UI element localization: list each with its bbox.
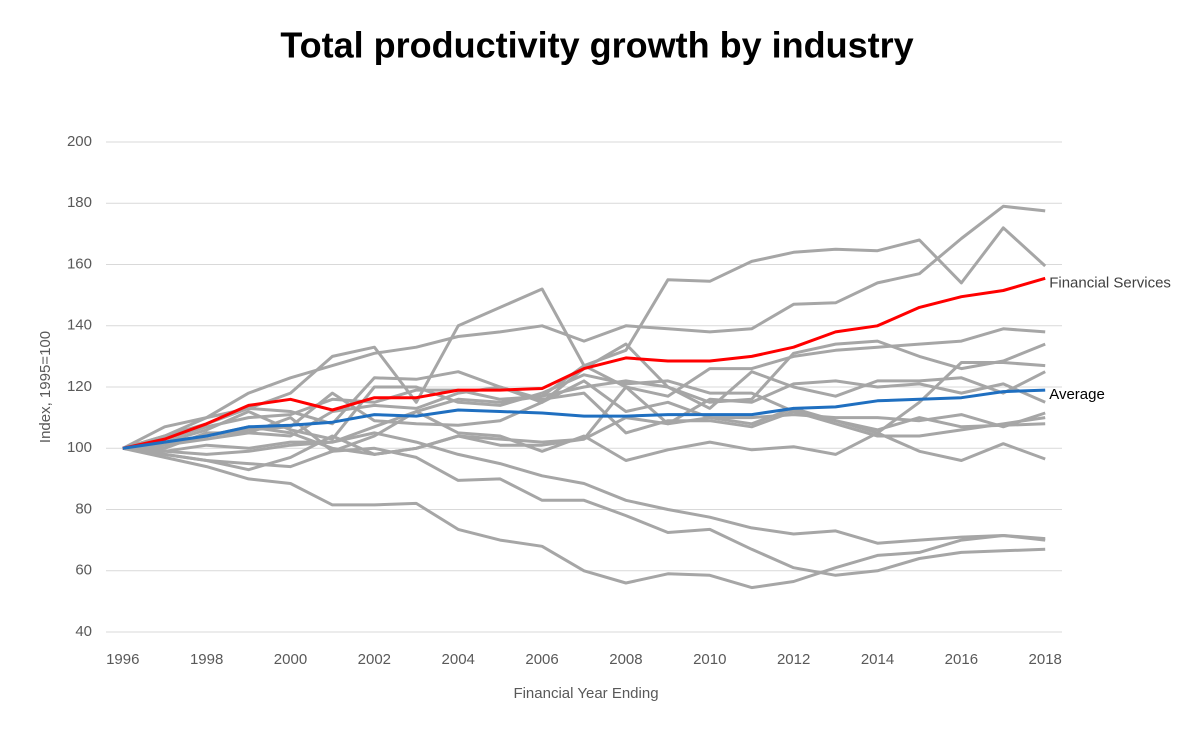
series-line [122,379,1046,450]
y-axis-label: Index, 1995=100 [37,331,54,443]
x-tick-label: 2002 [358,651,391,668]
x-tick-label: 1996 [106,651,139,668]
series-line [122,388,1046,450]
x-tick-label: 2010 [693,651,726,668]
x-tick-label: 2014 [861,651,894,668]
series-line [122,276,1046,450]
y-tick-label: 200 [67,133,92,150]
series-line [122,446,1046,590]
series-line [122,431,1046,545]
x-tick-label: 2012 [777,651,810,668]
series-line [122,446,1046,577]
series-line [122,327,1046,450]
x-tick-label: 2018 [1029,651,1062,668]
series-line [122,410,1046,462]
series-label: Financial Services [1049,274,1171,291]
chart-title: Total productivity growth by industry [280,25,913,66]
x-tick-label: 2006 [525,651,558,668]
y-tick-label: 160 [67,255,92,272]
y-tick-label: 120 [67,378,92,395]
x-tick-label: 2000 [274,651,307,668]
x-axis-label: Financial Year Ending [513,685,658,702]
x-tick-label: 2004 [442,651,475,668]
y-tick-label: 100 [67,439,92,456]
series-label: Average [1049,386,1105,403]
x-tick-label: 2016 [945,651,978,668]
x-tick-label: 1998 [190,651,223,668]
y-tick-label: 140 [67,317,92,334]
y-tick-label: 40 [75,623,92,640]
y-tick-label: 60 [75,562,92,579]
series-line [122,204,1046,450]
y-tick-label: 80 [75,500,92,517]
series-line [122,370,1046,453]
series-line [122,385,1046,450]
x-tick-label: 2008 [609,651,642,668]
y-tick-label: 180 [67,194,92,211]
series-line [122,379,1046,456]
